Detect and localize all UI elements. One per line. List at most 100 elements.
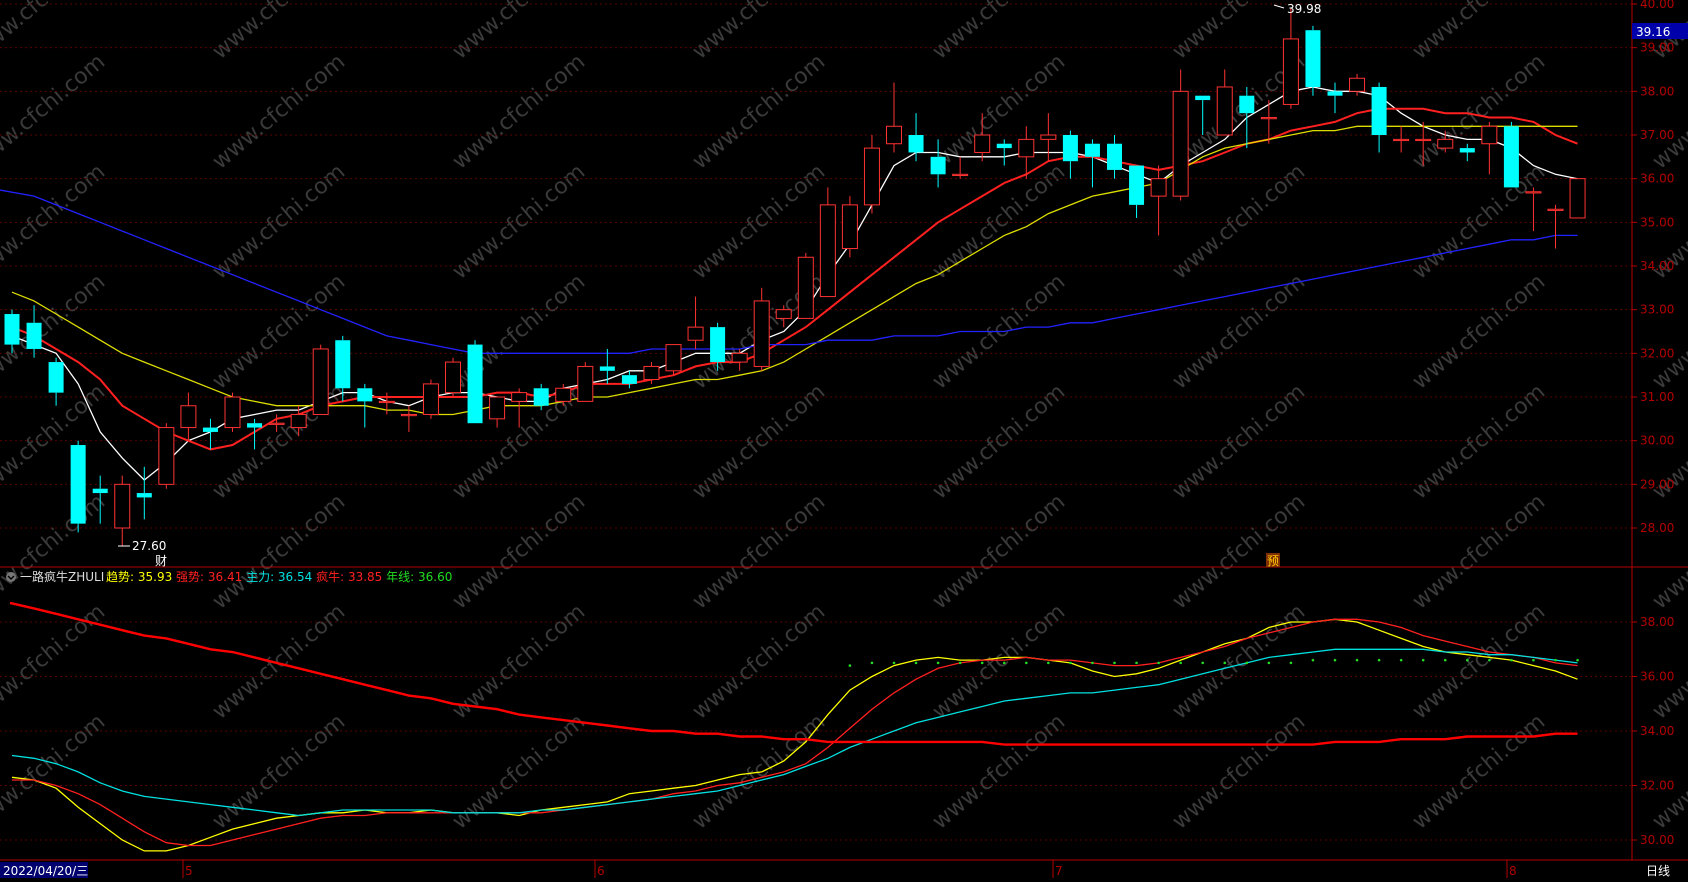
candle-up[interactable] (1393, 126, 1410, 153)
candle-up[interactable] (863, 135, 880, 214)
candle-up[interactable] (489, 396, 506, 428)
crazy-bull-line (9, 601, 1578, 746)
candle-body (1062, 135, 1078, 162)
candle-down[interactable] (1195, 95, 1211, 135)
candle-up[interactable] (819, 187, 836, 298)
period-label[interactable]: 日线 (1646, 864, 1670, 878)
candle-down[interactable] (1459, 143, 1475, 162)
candle-down[interactable] (4, 309, 20, 354)
candle-up[interactable] (841, 196, 858, 258)
candle-up[interactable] (158, 423, 175, 489)
candle-up[interactable] (268, 414, 285, 432)
candle-up[interactable] (687, 296, 704, 349)
candle-up[interactable] (1260, 100, 1277, 144)
candle-down[interactable] (1371, 82, 1387, 153)
candle-body (422, 383, 439, 415)
candle-down[interactable] (92, 475, 108, 524)
candle-up[interactable] (400, 405, 417, 432)
candle-down[interactable] (908, 113, 924, 162)
price-gridlines (0, 3, 1632, 529)
candle-up[interactable] (1437, 130, 1454, 153)
candle-up[interactable] (555, 383, 572, 406)
candle-up[interactable] (665, 344, 682, 376)
ma60-line (0, 189, 1578, 354)
candle-down[interactable] (621, 370, 637, 389)
cai-marker[interactable]: 财 (155, 554, 167, 568)
candle-down[interactable] (70, 440, 86, 533)
price-axis-ticks: 40.00 39.00 38.00 37.00 36.00 35.00 34.00 33.00… (1632, 0, 1674, 535)
candle-up[interactable] (224, 392, 241, 432)
candle-up[interactable] (1569, 178, 1586, 219)
candle-up[interactable] (1481, 121, 1498, 175)
candle-down[interactable] (1305, 25, 1321, 96)
candle-up[interactable] (1216, 69, 1233, 136)
candle-body (1393, 138, 1410, 142)
candle-up[interactable] (1547, 204, 1564, 249)
year-line-dot (1443, 658, 1447, 662)
candle-up[interactable] (312, 344, 329, 415)
yu-marker[interactable]: 预 (1267, 554, 1279, 568)
candle-down[interactable] (136, 466, 152, 520)
candle-down[interactable] (533, 383, 549, 411)
candle-down[interactable] (357, 383, 373, 428)
high-label: 39.98 (1287, 2, 1321, 16)
year-line-dot (1333, 658, 1337, 662)
candle-down[interactable] (1503, 121, 1519, 188)
candle-down[interactable] (247, 418, 263, 450)
candle-down[interactable] (26, 305, 42, 358)
month-label-5: 5 (185, 864, 193, 878)
year-line-dot (1135, 661, 1138, 665)
candle-down[interactable] (202, 418, 218, 450)
candle-up[interactable] (1150, 165, 1167, 236)
candle-down[interactable] (1129, 165, 1145, 218)
ma20-line (11, 125, 1578, 416)
candle-body (268, 422, 285, 425)
candle-up[interactable] (886, 82, 902, 153)
candle-down[interactable] (467, 340, 483, 424)
candle-down[interactable] (1084, 139, 1100, 188)
candle-body (114, 483, 131, 529)
legend-dropdown-icon[interactable] (6, 572, 16, 582)
candle-up[interactable] (1282, 8, 1299, 109)
candle-up[interactable] (577, 362, 594, 402)
candle-up[interactable] (1040, 113, 1057, 162)
candle-down[interactable] (710, 322, 726, 371)
candle-down[interactable] (996, 139, 1012, 166)
candle-down[interactable] (48, 357, 64, 406)
candle-up[interactable] (1415, 121, 1432, 166)
candle-down[interactable] (335, 335, 351, 402)
candle-up[interactable] (1525, 187, 1542, 232)
candle-up[interactable] (775, 305, 792, 328)
candle-up[interactable] (1018, 126, 1035, 179)
indicator-tick-label: 34.00 (1640, 724, 1674, 738)
candle-up[interactable] (290, 405, 307, 437)
candle-up[interactable] (643, 362, 660, 384)
candle-down[interactable] (930, 139, 946, 188)
candle-up[interactable] (974, 113, 991, 162)
candle-down[interactable] (1327, 82, 1343, 114)
candle-down[interactable] (1239, 86, 1255, 149)
candle-up[interactable] (753, 287, 770, 371)
candle-up[interactable] (731, 348, 748, 371)
candle-up[interactable] (952, 156, 969, 179)
candle-up[interactable] (1172, 69, 1189, 201)
candle-up[interactable] (1349, 73, 1366, 96)
candle-down[interactable] (1062, 130, 1078, 179)
year-line-dot (1377, 658, 1381, 662)
candle-up[interactable] (511, 388, 528, 428)
indicator-name[interactable]: 一路疯牛ZHULI (20, 569, 104, 584)
candle-up[interactable] (180, 392, 197, 441)
candle-up[interactable] (378, 392, 395, 415)
candle-down[interactable] (599, 348, 615, 384)
candle-body (1195, 95, 1211, 101)
candle-up[interactable] (445, 357, 461, 397)
current-price-label: 39.16 (1636, 25, 1670, 39)
candles[interactable] (4, 8, 1586, 546)
candle-down[interactable] (1107, 135, 1122, 179)
candle-up[interactable] (114, 475, 131, 546)
indicator-tick-label: 36.00 (1640, 670, 1674, 684)
candle-up[interactable] (422, 379, 439, 419)
candle-up[interactable] (797, 252, 814, 319)
